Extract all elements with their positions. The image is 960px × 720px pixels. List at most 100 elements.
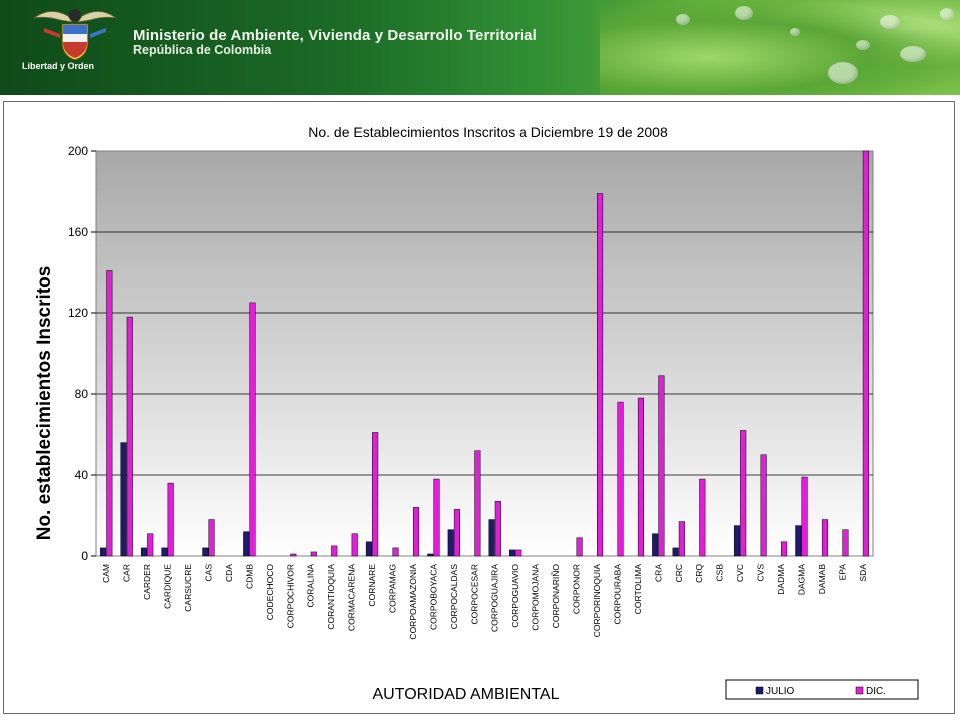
x-tick-label: CDMB [244, 564, 254, 589]
bar-dic-corponor [576, 537, 583, 557]
bar-dic-sda [862, 150, 869, 557]
x-tick-label: CORPOCESAR [469, 564, 479, 624]
x-tick-label: CORANTIOQUIA [326, 564, 336, 630]
coat-of-arms-icon [33, 9, 117, 61]
bar-dic-cormacarena [351, 533, 358, 557]
x-tick-label: DAMAB [817, 564, 827, 595]
bar-dic-cardique [167, 482, 174, 557]
x-tick-label: CORPOURABA [612, 564, 622, 625]
x-tick-label: CORPOGUAJIRA [490, 564, 500, 632]
bar-julio-dagma [795, 525, 802, 557]
x-tick-label: DADMA [776, 564, 786, 595]
y-axis-ticks: 0 40 80 120 160 200 [68, 144, 96, 563]
bar-chart: No. de Establecimientos Inscritos a Dici… [34, 124, 919, 703]
water-drop [790, 28, 800, 36]
bar-dic-corpocaldas [453, 509, 460, 557]
x-tick-label: CARDIQUE [163, 564, 173, 609]
legend-swatch-dic [855, 686, 864, 695]
bars [100, 150, 869, 557]
bar-dic-cortolima [637, 397, 645, 557]
leaf-background-image [600, 0, 960, 95]
x-tick-label: CAM [101, 564, 111, 583]
x-tick-label: CORPONOR [572, 564, 582, 614]
x-tick-label: CORPOCALDAS [449, 564, 459, 630]
bar-julio-corpocaldas [447, 529, 454, 557]
bar-dic-corpocesar [474, 450, 481, 557]
bar-julio-corpoguajira [488, 519, 495, 557]
motto-text: Libertad y Orden [22, 61, 95, 71]
header-banner: Libertad y Orden Ministerio de Ambiente,… [0, 0, 960, 95]
bar-dic-corpoamazonia [412, 507, 420, 557]
x-tick-label: DAGMA [796, 564, 806, 596]
bar-dic-coralina [310, 551, 317, 557]
x-tick-label: CORPOBOYACA [428, 564, 438, 630]
water-drop [828, 62, 858, 84]
y-tick-label: 40 [75, 468, 89, 482]
bar-julio-cardique [161, 547, 168, 557]
bar-julio-cam [100, 547, 107, 557]
bar-julio-cornare [365, 541, 372, 557]
bar-dic-car [126, 316, 133, 557]
bar-julio-crc [672, 547, 679, 557]
legend-box [725, 679, 919, 700]
bar-julio-corpoboyaca [427, 553, 434, 557]
bar-julio-cvc [733, 525, 741, 557]
bar-julio-cdmb [243, 531, 250, 557]
chart-frame: No. de Establecimientos Inscritos a Dici… [3, 101, 955, 714]
bar-dic-cvc [740, 430, 747, 557]
bar-dic-cas [208, 519, 215, 557]
x-tick-label: CORPOAMAZONIA [408, 564, 418, 640]
bar-dic-corpoboyaca [433, 478, 440, 557]
chart-title: No. de Establecimientos Inscritos a Dici… [308, 124, 668, 140]
legend-label-julio: JULIO [766, 686, 795, 697]
x-tick-label: CORPOMOJANA [531, 564, 541, 631]
y-tick-label: 0 [81, 549, 88, 563]
water-drop [676, 14, 690, 25]
x-tick-label: CVS [756, 564, 766, 582]
bar-julio-corpoguavio [509, 549, 516, 557]
bar-dic-cvs [760, 454, 767, 557]
plot-area [95, 150, 874, 557]
bar-dic-corpamag [392, 547, 399, 557]
x-tick-label: SDA [858, 564, 868, 582]
x-tick-label: CARSUCRE [183, 564, 193, 612]
bar-julio-cra [652, 533, 659, 557]
bar-dic-crc [678, 521, 685, 557]
water-drop [900, 46, 926, 62]
bar-dic-dagma [801, 476, 808, 557]
ministry-title: Ministerio de Ambiente, Vivienda y Desar… [133, 27, 537, 44]
x-tick-label: CSB [715, 564, 725, 582]
bar-dic-corpoguavio [515, 549, 522, 557]
bar-dic-cam [106, 270, 113, 557]
x-tick-label: CRQ [694, 564, 704, 583]
water-drop [856, 40, 870, 50]
x-tick-label: CORMACARENA [347, 564, 357, 631]
x-tick-label: EPA [837, 564, 847, 581]
x-tick-label: CORPOCHIVOR [285, 564, 295, 628]
bar-dic-corpoguajira [494, 501, 501, 557]
x-tick-label: CRC [674, 564, 684, 582]
legend-swatch-julio [755, 686, 764, 695]
bar-dic-crq [699, 478, 706, 557]
x-tick-label: CORPONARIÑO [551, 564, 561, 629]
x-axis-label: AUTORIDAD AMBIENTAL [373, 686, 560, 703]
x-tick-label: CORPORINOQUIA [592, 564, 602, 638]
country-subtitle: República de Colombia [133, 43, 272, 57]
bar-dic-carder [147, 533, 154, 557]
x-tick-label: CORALINA [306, 564, 316, 608]
bar-julio-car [120, 442, 127, 557]
water-drop [940, 8, 954, 20]
bar-dic-cornare [372, 432, 379, 557]
bar-dic-corantioquia [331, 545, 338, 557]
bar-dic-corporinoquia [597, 193, 604, 557]
x-tick-label: CRA [653, 564, 663, 582]
x-tick-label: CAS [203, 564, 213, 582]
bar-dic-dadma [781, 541, 788, 557]
bar-dic-cra [658, 375, 665, 557]
water-drop [880, 15, 900, 29]
bar-dic-damab [821, 519, 829, 557]
legend: JULIO DIC. [725, 679, 919, 700]
y-axis-label: No. establecimientos Inscritos [34, 266, 55, 541]
x-tick-label: CDA [224, 564, 234, 582]
x-tick-label: CORNARE [367, 564, 377, 607]
